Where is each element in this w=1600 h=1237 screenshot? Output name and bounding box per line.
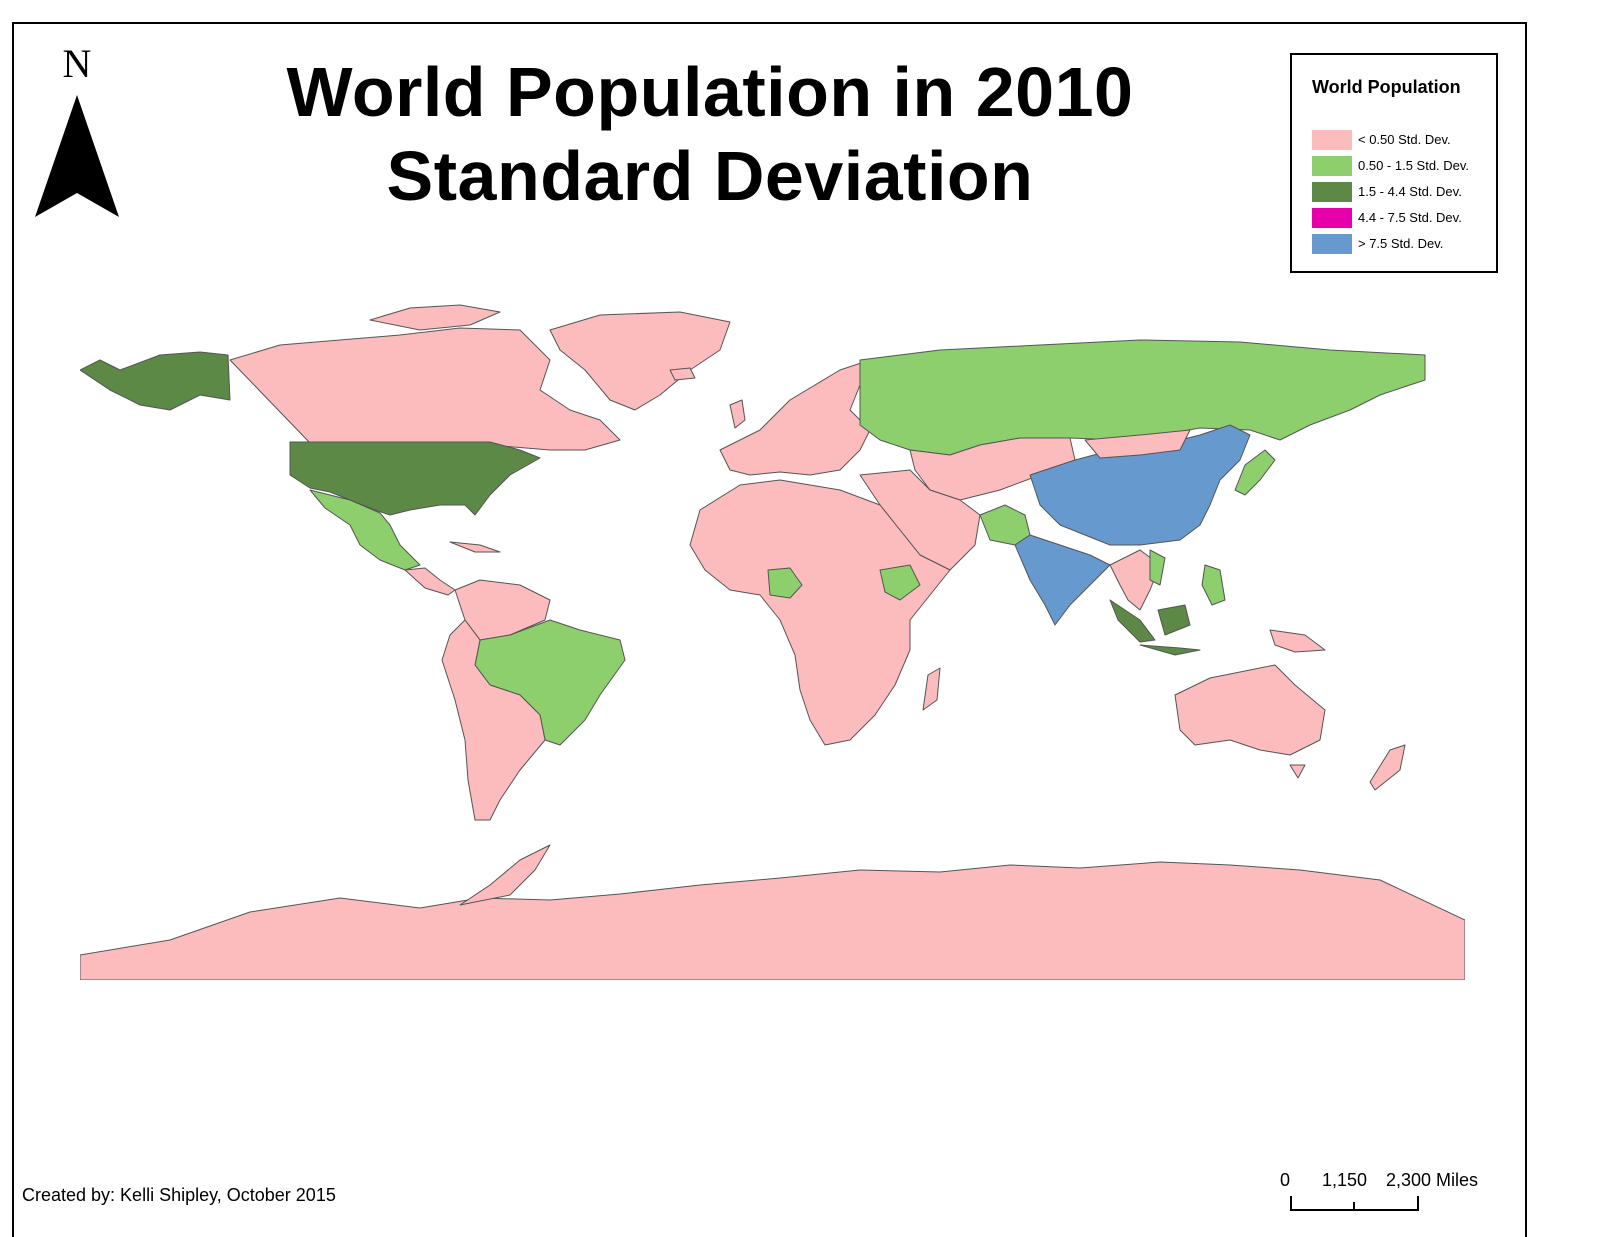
region-pakistan xyxy=(979,504,1031,546)
legend-swatch xyxy=(1312,234,1352,254)
legend-item: 0.50 - 1.5 Std. Dev. xyxy=(1312,156,1492,176)
region-usa xyxy=(289,441,541,516)
north-arrow: N xyxy=(32,40,122,220)
region-ethiopia xyxy=(879,564,921,601)
region-andes xyxy=(441,619,546,821)
north-label: N xyxy=(62,41,92,86)
legend-item: < 0.50 Std. Dev. xyxy=(1312,130,1492,150)
region-vietnam xyxy=(1149,549,1166,586)
region-alaska xyxy=(80,351,231,411)
region-mongolia xyxy=(1084,429,1191,459)
region-india xyxy=(1014,534,1111,626)
region-greenland xyxy=(549,311,731,411)
region-png xyxy=(1269,629,1326,653)
legend-label: 1.5 - 4.4 Std. Dev. xyxy=(1358,184,1462,199)
scale-label-1: 1,150 xyxy=(1322,1170,1368,1190)
legend-swatch xyxy=(1312,182,1352,202)
legend-item: 1.5 - 4.4 Std. Dev. xyxy=(1312,182,1492,202)
region-indonesia-java xyxy=(1139,644,1201,656)
legend-item: 4.4 - 7.5 Std. Dev. xyxy=(1312,208,1492,228)
region-new-zealand xyxy=(1369,744,1406,791)
legend-swatch xyxy=(1312,156,1352,176)
scale-bar-ruler xyxy=(1290,1196,1419,1211)
region-japan xyxy=(1234,449,1276,496)
region-cuba xyxy=(449,541,501,553)
north-arrow-icon xyxy=(35,95,119,217)
region-mexico xyxy=(309,489,421,571)
scale-label-2: 2,300 Miles xyxy=(1386,1170,1479,1190)
region-indochina xyxy=(1109,549,1161,611)
region-indonesia-sumatra xyxy=(1109,599,1156,643)
region-africa xyxy=(689,479,951,746)
region-uk xyxy=(729,399,746,429)
scale-bar: 0 1,150 2,300 Miles xyxy=(1280,1170,1540,1220)
legend-label: < 0.50 Std. Dev. xyxy=(1358,132,1451,147)
region-arctic-islands xyxy=(369,304,501,331)
map-title: World Population in 2010 Standard Deviat… xyxy=(180,50,1240,218)
region-central-america xyxy=(404,567,456,596)
legend-label: 0.50 - 1.5 Std. Dev. xyxy=(1358,158,1470,173)
region-antarctic-peninsula xyxy=(459,844,551,906)
title-line-2: Standard Deviation xyxy=(386,137,1034,215)
map-frame xyxy=(12,22,1527,1237)
region-antarctica xyxy=(80,861,1465,980)
region-indonesia-borneo xyxy=(1157,604,1191,636)
legend-swatch xyxy=(1312,130,1352,150)
legend-title: World Population xyxy=(1312,77,1461,97)
scale-label-0: 0 xyxy=(1280,1170,1291,1190)
region-madagascar xyxy=(922,667,941,711)
region-tasmania xyxy=(1289,764,1306,779)
title-line-1: World Population in 2010 xyxy=(286,53,1134,131)
region-nigeria xyxy=(767,567,803,599)
world-map xyxy=(80,304,1465,980)
legend-label: 4.4 - 7.5 Std. Dev. xyxy=(1358,210,1462,225)
legend: World Population < 0.50 Std. Dev. 0.50 -… xyxy=(1290,53,1498,273)
region-philippines xyxy=(1201,564,1226,606)
legend-label: > 7.5 Std. Dev. xyxy=(1358,236,1444,251)
region-australia xyxy=(1174,664,1326,756)
credit-text: Created by: Kelli Shipley, October 2015 xyxy=(22,1185,336,1205)
legend-item: > 7.5 Std. Dev. xyxy=(1312,234,1492,254)
legend-swatch xyxy=(1312,208,1352,228)
region-iceland xyxy=(669,367,696,381)
